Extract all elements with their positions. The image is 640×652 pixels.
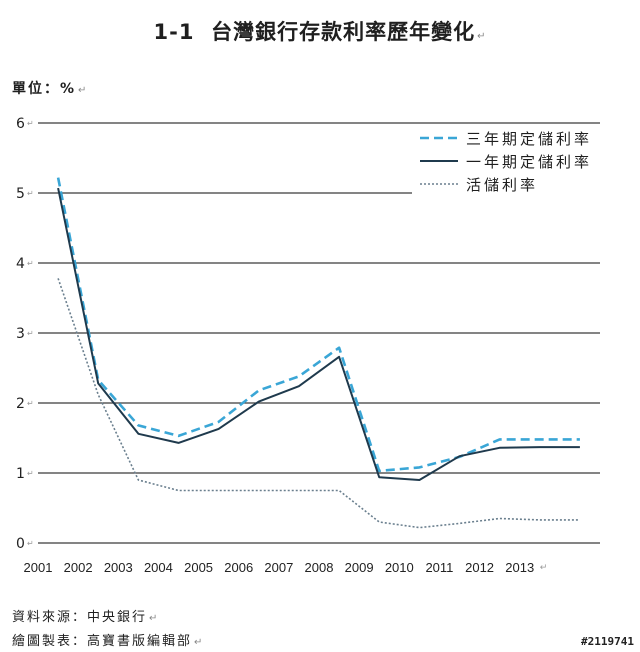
series-line-1	[57, 187, 580, 481]
line-chart: 0 ↵1 ↵2 ↵3 ↵4 ↵5 ↵6 ↵ 2001 2002 2003 2004 2005 2006 2…	[16, 116, 624, 575]
y-tick-para-mark: ↵	[27, 539, 34, 548]
unit-label-text: 單位：%	[12, 81, 77, 97]
series-line-2	[57, 278, 580, 529]
x-tick-label: 2002	[64, 560, 93, 575]
x-tick-label: 2006	[224, 560, 253, 575]
y-tick-label: 3	[16, 326, 25, 342]
y-tick-para-mark: ↵	[27, 189, 34, 198]
x-tick-label: 2012	[465, 560, 494, 575]
gridlines	[38, 122, 600, 544]
x-tick-label: 2011	[425, 560, 453, 575]
series-line-0	[56, 177, 580, 473]
y-axis: 0 ↵1 ↵2 ↵3 ↵4 ↵5 ↵6 ↵	[16, 116, 34, 552]
x-axis-para-mark: ↵	[540, 563, 548, 573]
x-tick-label: 2007	[264, 560, 293, 575]
legend-label: 活儲利率	[466, 176, 538, 194]
x-tick-label: 2001	[24, 560, 53, 575]
x-tick-label: 2009	[345, 560, 374, 575]
chart-title: 1-1 台灣銀行存款利率歷年變化 ↵	[0, 16, 640, 46]
x-tick-label: 2008	[305, 560, 334, 575]
x-tick-label: 2004	[144, 560, 173, 575]
y-tick-para-mark: ↵	[27, 329, 34, 338]
y-tick-label: 4	[16, 256, 25, 272]
y-tick-label: 2	[16, 396, 25, 412]
x-tick-label: 2005	[184, 560, 213, 575]
y-tick-label: 6	[16, 116, 25, 132]
y-tick-para-mark: ↵	[27, 119, 34, 128]
credit-para-mark: ↵	[194, 637, 205, 648]
x-tick-label: 2003	[104, 560, 133, 575]
legend-background	[412, 124, 624, 194]
watermark: #2119741	[581, 635, 634, 648]
x-axis: 2001 2002 2003 2004 2005 2006 2007 2008 2009 2010…	[24, 560, 548, 575]
source-text: 資料來源：中央銀行	[12, 610, 148, 625]
source-line: 資料來源：中央銀行 ↵	[12, 606, 159, 625]
credit-text: 繪圖製表：高寶書版編輯部	[12, 634, 193, 649]
legend-label: 一年期定儲利率	[466, 153, 592, 171]
credit-line: 繪圖製表：高寶書版編輯部 ↵	[12, 630, 204, 649]
unit-label: 單位：% ↵	[12, 78, 88, 98]
source-para-mark: ↵	[149, 613, 160, 624]
series-lines	[56, 177, 580, 529]
y-tick-para-mark: ↵	[27, 469, 34, 478]
unit-para-mark: ↵	[78, 85, 89, 96]
x-tick-label: 2013	[505, 560, 534, 575]
title-text: 台灣銀行存款利率歷年變化	[211, 20, 476, 44]
x-tick-label: 2010	[385, 560, 414, 575]
y-tick-label: 5	[16, 186, 25, 202]
y-tick-label: 1	[16, 466, 25, 482]
y-tick-para-mark: ↵	[27, 399, 34, 408]
title-para-mark: ↵	[477, 31, 487, 42]
title-number: 1-1	[153, 20, 195, 44]
y-tick-label: 0	[16, 536, 25, 552]
y-tick-para-mark: ↵	[27, 259, 34, 268]
legend-label: 三年期定儲利率	[466, 130, 592, 148]
